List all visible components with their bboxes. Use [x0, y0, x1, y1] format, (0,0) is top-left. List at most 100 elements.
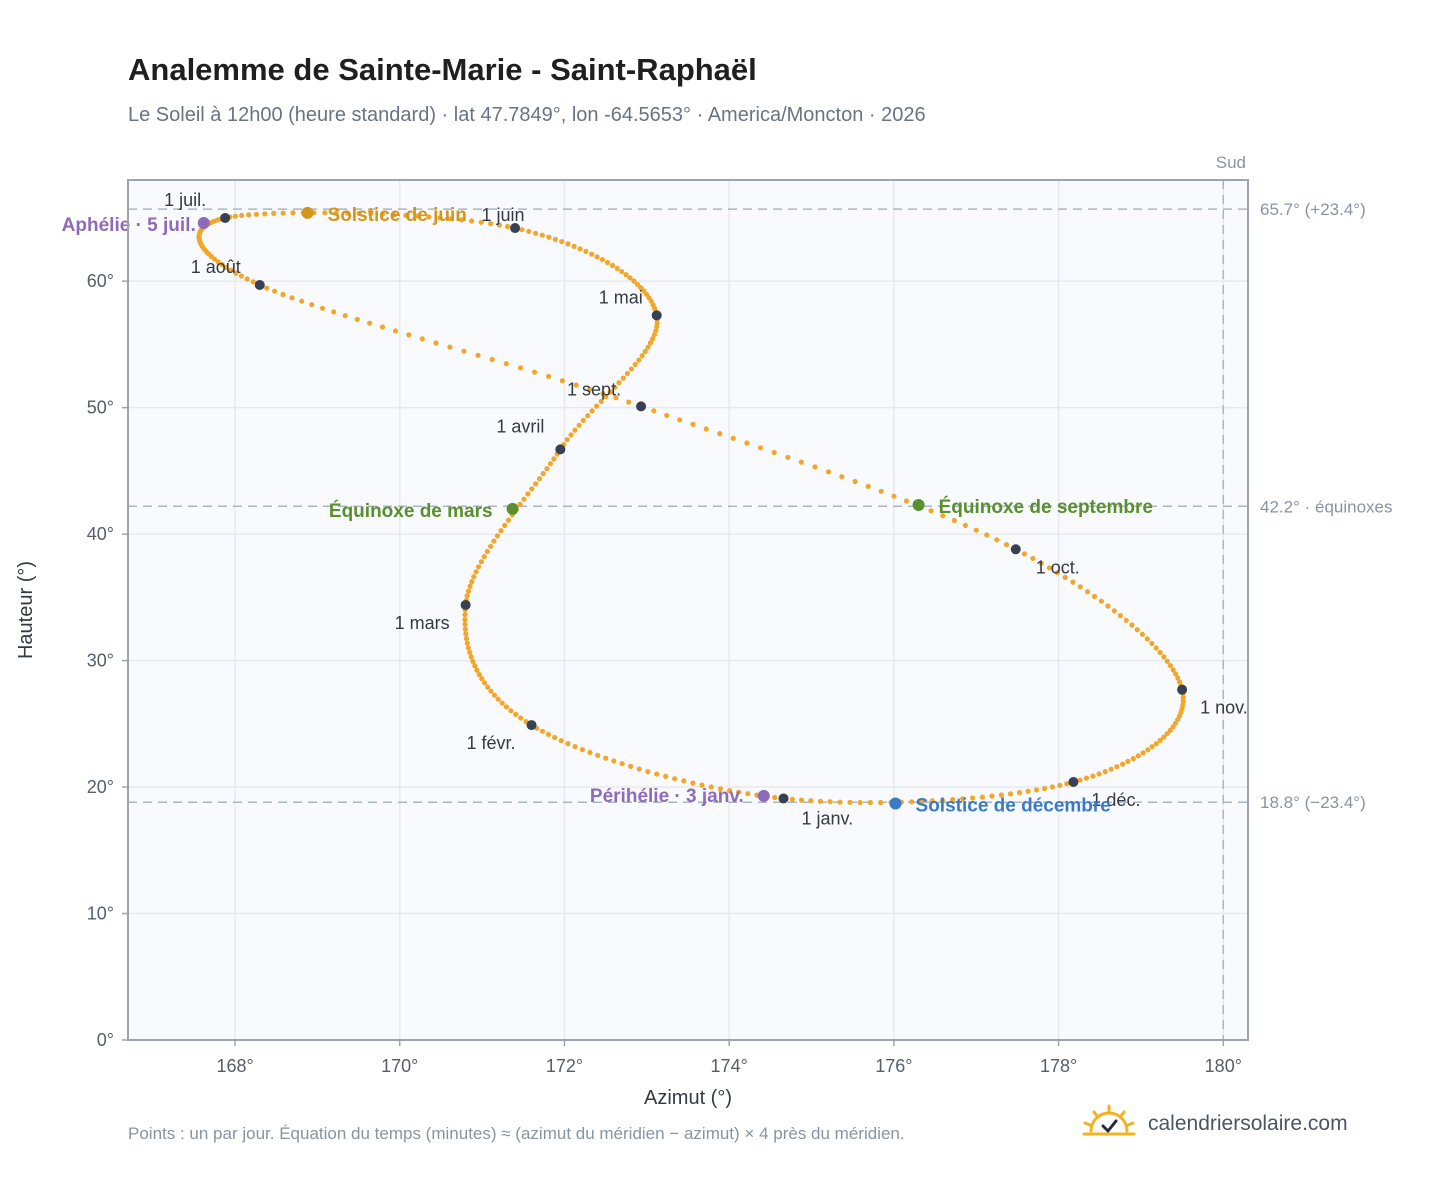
day-point: [1157, 649, 1163, 656]
day-point: [607, 389, 613, 395]
day-point: [865, 483, 871, 489]
day-point: [1003, 542, 1010, 548]
day-point: [595, 752, 601, 759]
day-point: [458, 217, 464, 223]
day-point: [1149, 744, 1155, 750]
day-point: [1064, 781, 1070, 787]
day-point: [1149, 640, 1155, 647]
month-point: [636, 401, 647, 412]
day-point: [1177, 679, 1183, 685]
x-tick-label: 178°: [1040, 1056, 1077, 1076]
month-point: [220, 212, 231, 223]
day-point: [939, 797, 946, 803]
x-axis-label: Azimut (°): [644, 1087, 732, 1109]
day-point: [1016, 790, 1023, 796]
day-point: [645, 344, 651, 350]
day-point: [571, 243, 577, 249]
day-point: [513, 711, 519, 718]
day-point: [503, 361, 509, 367]
day-point: [289, 295, 295, 301]
month-point: [460, 599, 471, 610]
day-point: [1157, 737, 1163, 744]
chart-subtitle: Le Soleil à 12h00 (heure standard) · lat…: [128, 104, 926, 126]
day-point: [212, 256, 218, 262]
day-point: [478, 559, 484, 565]
day-point: [1134, 627, 1140, 633]
month-point: [1177, 684, 1188, 695]
day-point: [290, 210, 296, 216]
day-point: [690, 780, 696, 786]
day-point: [611, 758, 617, 764]
month-label: 1 juil.: [164, 190, 206, 210]
chart-title: Analemme de Sainte-Marie - Saint-Raphaël: [128, 52, 757, 87]
day-point: [600, 391, 606, 397]
sun-logo-icon: [1082, 1104, 1136, 1136]
day-point: [476, 671, 482, 678]
day-point: [469, 218, 475, 224]
day-point: [1083, 775, 1090, 781]
day-point: [1170, 667, 1176, 673]
day-point: [1090, 773, 1096, 779]
day-point: [1049, 784, 1055, 790]
day-point: [626, 399, 632, 405]
event-label: Équinoxe de mars: [329, 500, 493, 522]
day-point: [1167, 663, 1173, 669]
day-point: [545, 731, 552, 738]
day-point: [462, 612, 468, 618]
day-point: [789, 796, 796, 802]
day-point: [1180, 698, 1186, 704]
day-point: [463, 631, 469, 637]
day-point: [272, 288, 278, 294]
day-point: [488, 543, 494, 549]
day-point: [903, 498, 910, 504]
month-label: 1 juin: [482, 205, 525, 225]
day-point: [468, 654, 474, 660]
day-point: [547, 461, 554, 467]
day-point: [634, 281, 641, 287]
plot-area: [128, 180, 1248, 1040]
month-label: 1 nov.: [1200, 698, 1248, 718]
day-point: [1173, 671, 1179, 677]
y-tick-label: 30°: [87, 651, 114, 671]
day-point: [579, 747, 586, 753]
day-point: [577, 246, 583, 252]
day-point: [491, 692, 498, 698]
day-point: [825, 469, 832, 475]
day-point: [1144, 636, 1150, 642]
day-point: [632, 361, 638, 368]
day-point: [1164, 731, 1170, 737]
day-point: [631, 278, 637, 284]
day-point: [433, 340, 439, 346]
day-point: [852, 478, 858, 485]
brand[interactable]: calendriersolaire.com: [1082, 1104, 1348, 1144]
day-point: [580, 417, 586, 423]
event-point: [889, 797, 902, 810]
day-point: [808, 798, 814, 804]
day-point: [585, 413, 591, 419]
day-point: [489, 356, 495, 363]
day-point: [215, 259, 221, 265]
day-point: [1038, 560, 1044, 566]
day-point: [867, 799, 873, 806]
day-point: [331, 309, 337, 315]
day-point: [533, 230, 539, 236]
month-label: 1 déc.: [1091, 790, 1140, 810]
day-point: [736, 789, 742, 795]
day-point: [1077, 584, 1083, 590]
day-point: [406, 332, 412, 338]
day-point: [1077, 777, 1083, 783]
month-label: 1 janv.: [802, 808, 854, 828]
day-point: [467, 649, 473, 656]
day-point: [589, 251, 595, 257]
day-point: [521, 496, 527, 502]
day-point: [1140, 750, 1146, 756]
month-label: 1 mars: [395, 613, 450, 633]
month-label: 1 sept.: [567, 379, 621, 399]
day-point: [757, 445, 764, 451]
day-point: [1084, 589, 1091, 595]
day-point: [447, 344, 453, 350]
day-point: [280, 291, 286, 298]
plot-frame: [127, 179, 1249, 1041]
day-point: [1139, 631, 1145, 637]
day-point: [475, 352, 481, 358]
